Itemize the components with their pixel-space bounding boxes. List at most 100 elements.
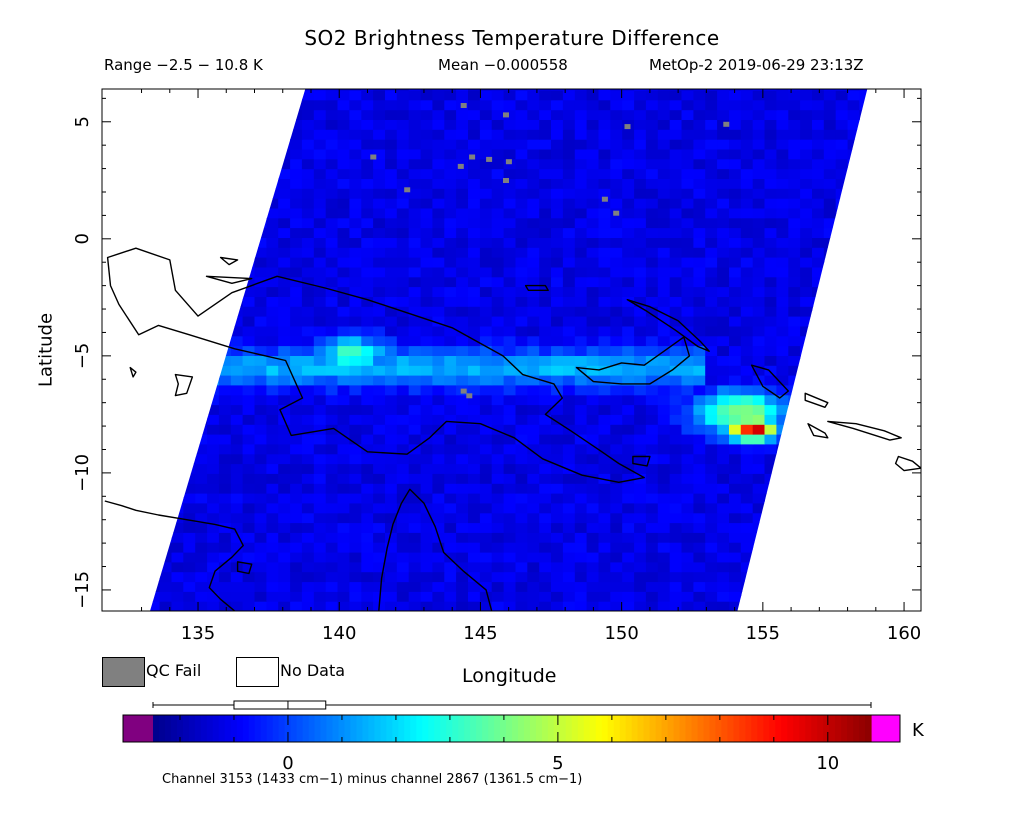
swath-cell [788, 237, 801, 248]
swath-cell [645, 355, 659, 366]
swath-cell [717, 512, 730, 524]
swath-cell [349, 119, 362, 130]
swath-cell [681, 394, 694, 406]
swath-cell [586, 571, 600, 583]
swath-cell [373, 443, 386, 455]
swath-cell [859, 473, 868, 484]
colorbar-segment [482, 715, 489, 742]
swath-cell [551, 345, 564, 356]
swath-cell [195, 542, 208, 553]
swath-cell [136, 218, 149, 228]
swath-cell [693, 237, 706, 248]
swath-cell [468, 591, 481, 602]
swath-cell [420, 257, 434, 268]
swath-cell [278, 473, 291, 484]
swath-cell [657, 119, 671, 130]
swath-cell [136, 493, 149, 503]
swath-cell [764, 483, 777, 494]
swath-cell [420, 453, 434, 465]
swath-cell [586, 129, 600, 140]
swath-cell [432, 581, 445, 592]
swath-cell [313, 266, 327, 278]
swath-cell [610, 119, 623, 130]
swath-cell [823, 522, 837, 533]
swath-cell [396, 522, 410, 533]
swath-cell [373, 561, 386, 573]
swath-cell [515, 601, 528, 611]
swath-cell [408, 522, 422, 533]
swath-cell [717, 99, 730, 111]
swath-cell [539, 483, 552, 494]
swath-cell [562, 375, 576, 386]
swath-cell [586, 522, 600, 533]
swath-cell [207, 581, 220, 592]
swath-cell [266, 207, 279, 219]
swath-cell [301, 404, 315, 415]
swath-cell [468, 571, 481, 583]
colorbar-segment [176, 715, 184, 742]
swath-cell [871, 188, 884, 198]
swath-cell [337, 217, 350, 229]
swath-cell [159, 198, 173, 209]
swath-cell [539, 434, 552, 445]
swath-cell [776, 453, 789, 465]
swath-cell [503, 198, 517, 209]
swath-cell [337, 286, 350, 297]
swath-cell [586, 227, 600, 238]
qc-fail-pixel [370, 154, 377, 160]
swath-cell [645, 119, 659, 130]
swath-cell [622, 552, 635, 563]
swath-cell [622, 365, 635, 376]
swath-cell [325, 434, 339, 445]
swath-cell [835, 119, 849, 130]
swath-cell [325, 158, 339, 170]
swath-cell [515, 404, 528, 415]
swath-cell [479, 345, 493, 356]
swath-cell [622, 345, 635, 356]
colorbar-segment [721, 715, 728, 742]
swath-cell [788, 217, 801, 229]
swath-cell [361, 414, 374, 425]
swath-cell [776, 188, 789, 199]
swath-cell [301, 365, 315, 376]
swath-cell [278, 325, 291, 337]
swath-cell [622, 542, 635, 553]
swath-cell [254, 512, 267, 524]
swath-cell [503, 394, 517, 406]
swath-cell [136, 552, 149, 562]
swath-cell [562, 286, 576, 297]
y-tick-label: 0 [72, 233, 93, 244]
swath-cell [242, 247, 256, 258]
swath-cell [230, 443, 244, 455]
swath-cell [479, 198, 493, 209]
swath-cell [823, 188, 837, 199]
swath-cell [871, 139, 884, 149]
swath-cell [150, 217, 161, 229]
swath-cell [396, 443, 410, 455]
swath-cell [705, 89, 718, 101]
swath-cell [432, 325, 445, 337]
colorbar-segment [302, 715, 310, 742]
swath-cell [503, 188, 517, 199]
swath-cell [871, 355, 884, 365]
swath-cell [562, 384, 576, 396]
colorbar-segment [260, 715, 268, 742]
swath-cell [337, 561, 350, 573]
swath-cell [266, 306, 279, 317]
swath-cell [871, 365, 884, 375]
colorbar-segment [601, 715, 609, 742]
swath-cell [337, 148, 350, 160]
swath-cell [645, 139, 659, 150]
swath-cell [218, 571, 232, 583]
swath-cell [610, 109, 623, 120]
swath-cell [515, 453, 528, 465]
swath-cell [622, 355, 635, 366]
swath-cell [740, 473, 754, 484]
swath-cell [835, 581, 849, 592]
swath-cell [539, 581, 552, 592]
swath-cell [574, 129, 588, 140]
swath-cell [325, 453, 339, 465]
swath-cell [136, 473, 149, 483]
swath-cell [150, 306, 161, 317]
swath-cell [859, 266, 868, 278]
